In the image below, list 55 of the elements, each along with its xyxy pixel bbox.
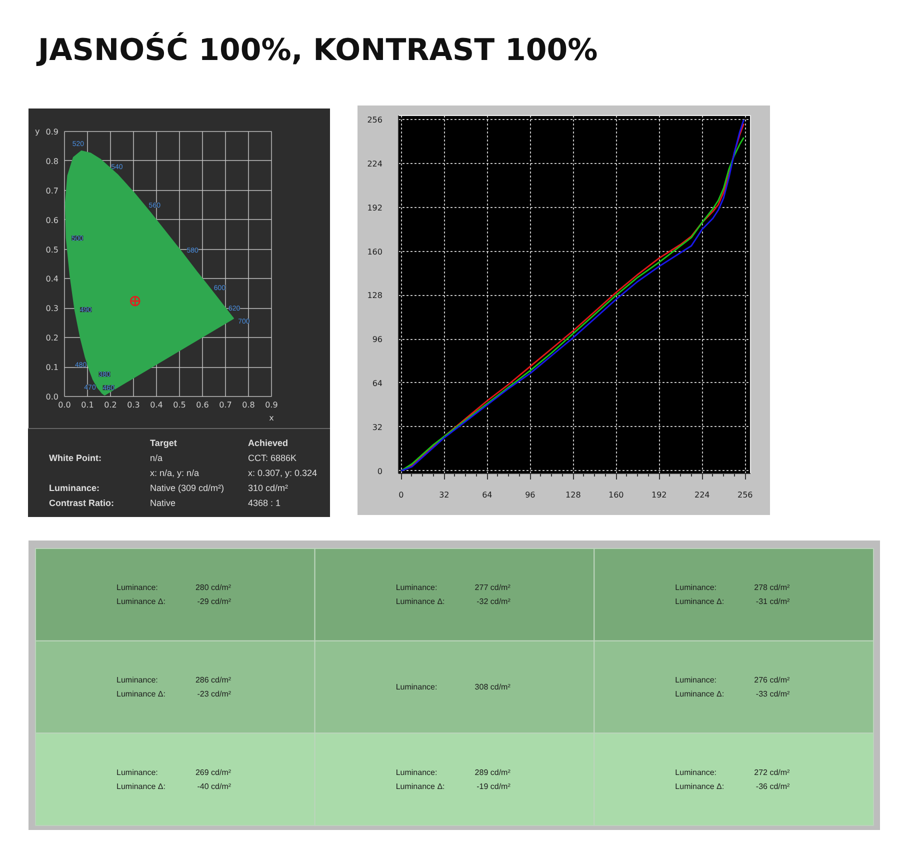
y-tick-label: 64 — [372, 378, 383, 388]
x-tick-label: 0.1 — [81, 400, 94, 410]
text: Luminance: 280 cd/m² Luminance Δ: -29 cd/m² — [116, 583, 232, 606]
y-tick-label: 192 — [367, 203, 383, 212]
y-tick-label: 0.8 — [46, 156, 59, 166]
y-tick-label: 160 — [367, 247, 383, 256]
y-tick-label: 0.2 — [46, 334, 59, 343]
text: Luminance: 272 cd/m² Luminance Δ: -36 cd/m² — [675, 768, 790, 791]
y-tick-label: 0.9 — [46, 128, 59, 136]
y-tick-label: 0.4 — [46, 274, 59, 284]
y-tick-label: 0 — [377, 466, 383, 476]
x-tick-label: 96 — [525, 490, 536, 500]
y-tick-label: 256 — [367, 116, 383, 125]
x-tick-label: 0.9 — [265, 400, 278, 410]
text: White Point: n/a CCT: 6886K — [49, 452, 297, 463]
text: Luminance: 278 cd/m² Luminance Δ: -31 cd/m² — [675, 583, 790, 606]
x-tick-label: 0.8 — [242, 400, 255, 410]
x-axis-title: x — [269, 414, 274, 422]
text: Contrast Ratio: Native 4368 : 1 — [49, 498, 281, 508]
text: Luminance: 269 cd/m² Luminance Δ: -40 cd/m² — [116, 768, 232, 791]
text: Luminance: Native (309 cd/m²) 310 cd/m² — [49, 482, 288, 493]
x-tick-label: 0.5 — [173, 400, 186, 410]
x-tick-label: 0 — [398, 490, 404, 500]
text: Luminance: 277 cd/m² Luminance Δ: -32 cd/m² — [396, 583, 510, 606]
y-axis-title: y — [35, 127, 40, 136]
x-tick-label: 128 — [566, 490, 581, 500]
text: Luminance: 276 cd/m² Luminance Δ: -33 cd/m² — [675, 676, 790, 698]
y-tick-label: 0.5 — [46, 245, 59, 254]
x-tick-label: 0.4 — [150, 400, 163, 410]
chart-title: JASNOŚĆ 100%, KONTRAST 100% — [35, 31, 598, 68]
x-tick-label: 224 — [694, 490, 710, 500]
x-tick-label: 192 — [652, 490, 667, 500]
y-tick-label: 0.3 — [46, 304, 59, 314]
y-tick-label: 0.0 — [46, 392, 59, 402]
x-tick-label: 160 — [608, 490, 624, 500]
text: Luminance: 308 cd/m² — [396, 682, 510, 692]
x-tick-label: 0.2 — [104, 400, 117, 410]
x-tick-label: 64 — [482, 490, 492, 500]
y-tick-label: 0.7 — [46, 186, 59, 196]
text: Luminance: 289 cd/m² Luminance Δ: -19 cd/m² — [396, 768, 510, 791]
text: x: n/a, y: n/a x: 0.307, y: 0.324 — [150, 468, 318, 478]
text: Target Achieved — [150, 438, 288, 448]
x-tick-label: 0.0 — [58, 400, 71, 410]
y-tick-label: 224 — [367, 160, 383, 169]
x-tick-label: 0.6 — [196, 400, 209, 410]
x-tick-label: 0.7 — [219, 400, 232, 410]
y-tick-label: 0.6 — [46, 216, 59, 225]
x-tick-label: 256 — [737, 490, 753, 500]
x-tick-label: 0.3 — [127, 400, 140, 410]
y-tick-label: 32 — [372, 422, 383, 432]
text: Luminance: 286 cd/m² Luminance Δ: -23 cd/m² — [116, 676, 232, 698]
y-tick-label: 0.1 — [46, 363, 59, 372]
y-tick-label: 128 — [367, 291, 383, 300]
y-tick-label: 96 — [372, 335, 383, 344]
x-tick-label: 32 — [439, 490, 450, 500]
